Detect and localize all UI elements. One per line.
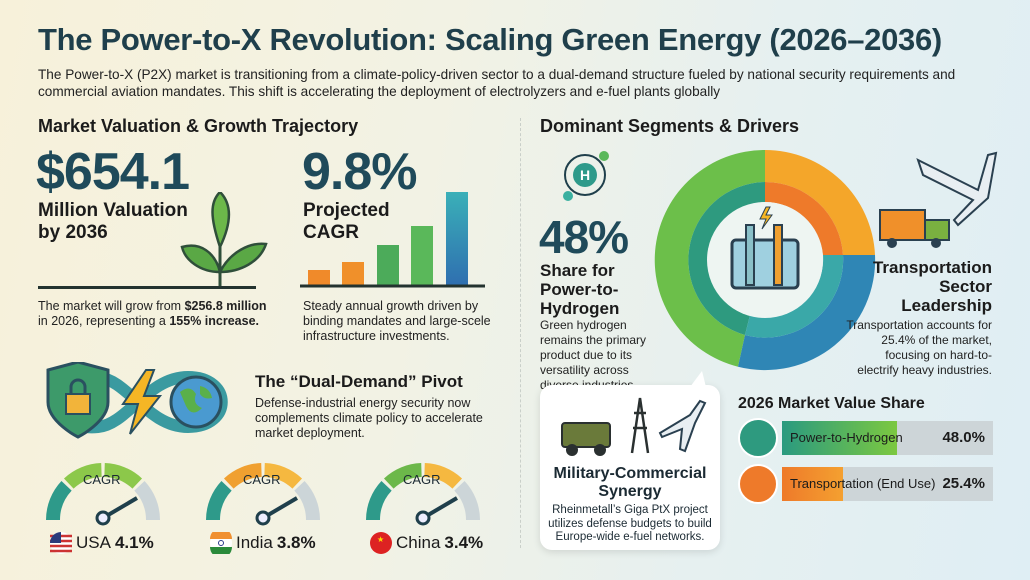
valuation-value: $654.1: [36, 143, 190, 201]
gauge-dial-icon: [366, 463, 480, 526]
share-label: Transportation (End Use): [790, 476, 936, 491]
electrolyzer-icon: [730, 206, 800, 290]
growth-bars-icon: [300, 192, 485, 288]
h2-share-value: 48%: [539, 211, 629, 263]
gauge-india: CAGR India 3.8%: [205, 460, 325, 554]
military-commercial-icon: [561, 397, 707, 456]
share-title: 2026 Market Value Share: [738, 395, 925, 412]
cagr-label: Projected CAGR: [303, 200, 390, 243]
svg-text:★: ★: [377, 535, 384, 544]
gauge-country: India: [236, 533, 273, 552]
h2-share-label: Share for Power-to-Hydrogen: [540, 261, 620, 318]
hydrogen-orbit-icon: [738, 418, 778, 458]
valuation-heading: Market Valuation & Growth Trajectory: [38, 116, 359, 136]
military-callout: Military-Commercial Synergy Rheinmetall’…: [540, 371, 720, 550]
gauge-caption: CAGR: [83, 472, 121, 487]
share-bar-fill: [782, 421, 898, 455]
gauge-caption: CAGR: [243, 472, 281, 487]
page-title: The Power-to-X Revolution: Scaling Green…: [38, 22, 942, 57]
gauge-china: CAGR ★ China 3.4%: [365, 460, 485, 554]
dual-demand-icon: [46, 362, 228, 439]
valuation-label: Million Valuation by 2036: [38, 200, 188, 243]
gauge-value: 4.1%: [114, 533, 154, 552]
cagr-text: Steady annual growth driven by binding m…: [303, 299, 491, 343]
section-divider: [520, 118, 521, 548]
transport-label: Transportation Sector Leadership: [872, 258, 992, 315]
donut-segment-other: [738, 255, 876, 371]
segments-donut-chart: [654, 149, 876, 371]
military-title: Military-Commercial Synergy: [553, 465, 707, 500]
cagr-value: 9.8%: [302, 143, 418, 201]
share-bar: Transportation (End Use) 25.4%: [782, 467, 993, 501]
india-flag-icon: [210, 532, 232, 554]
airplane-truck-icon: [879, 151, 998, 248]
pivot-text: Defense-industrial energy security now c…: [255, 396, 483, 440]
baseline: [38, 286, 256, 289]
truck-icon: [738, 464, 778, 504]
transport-text: Transportation accounts for 25.4% of the…: [846, 318, 992, 377]
gauge-value: 3.8%: [276, 533, 316, 552]
share-bar: Power-to-Hydrogen 48.0%: [782, 421, 993, 455]
share-value: 25.4%: [942, 475, 985, 492]
usa-flag-icon: [50, 532, 72, 554]
share-label: Power-to-Hydrogen: [790, 430, 903, 445]
hydrogen-icon: H: [563, 151, 609, 201]
gauge-country: China: [396, 533, 441, 552]
gauge-caption: CAGR: [403, 472, 441, 487]
segments-heading: Dominant Segments & Drivers: [540, 116, 800, 136]
gauge-value: 3.4%: [444, 533, 484, 552]
valuation-text: The market will grow from $256.8 million…: [38, 299, 267, 328]
gauge-dial-icon: [206, 463, 320, 526]
svg-text:H: H: [580, 167, 590, 183]
gauge-dial-icon: [46, 463, 160, 526]
share-bar-fill: [782, 467, 843, 501]
military-text: Rheinmetall’s Giga PtX project utilizes …: [548, 504, 712, 543]
page-subtitle: The Power-to-X (P2X) market is transitio…: [38, 67, 956, 99]
pivot-title: The “Dual-Demand” Pivot: [255, 372, 463, 391]
donut-segment-transport: [765, 149, 875, 255]
gauge-country: USA: [76, 533, 111, 552]
donut-segment-hydrogen: [654, 149, 765, 367]
share-value: 48.0%: [942, 429, 985, 446]
gauge-usa: CAGR USA 4.1%: [45, 460, 165, 554]
plant-icon: [180, 192, 268, 287]
china-flag-icon: ★: [370, 532, 392, 554]
